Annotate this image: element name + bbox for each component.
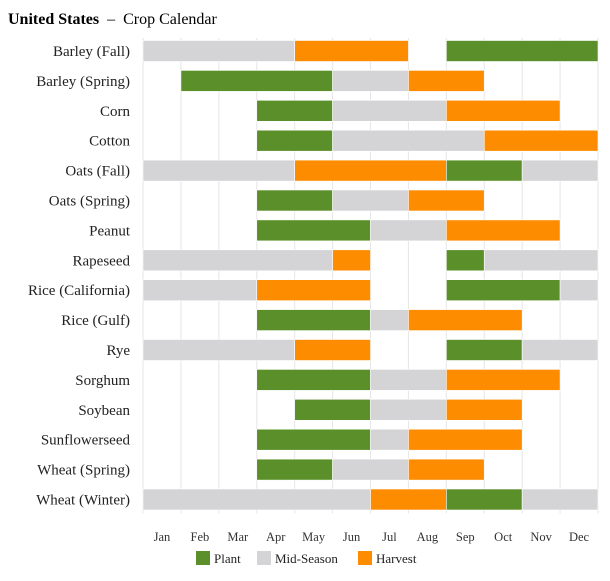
legend-swatch-plant (196, 551, 210, 565)
month-label: Feb (191, 530, 210, 544)
bar-segment-mid (332, 70, 409, 92)
bar-segment-harvest (332, 249, 371, 272)
crop-label: Rapeseed (73, 253, 131, 269)
crop-label: Wheat (Spring) (37, 463, 130, 479)
month-label: Dec (569, 530, 590, 544)
bar-segment-plant (446, 159, 523, 182)
bar-segment-harvest (408, 458, 485, 481)
legend-swatch-harvest (358, 551, 372, 565)
crop-label: Soybean (78, 403, 130, 419)
bar-segment-harvest (294, 159, 447, 182)
month-label: Jun (343, 530, 361, 544)
bar-segment-harvest (408, 309, 523, 331)
chart-title-country: United States (8, 11, 99, 28)
bar-segment-harvest (483, 129, 599, 152)
month-label: Oct (494, 530, 513, 544)
bar-segment-mid (483, 249, 599, 272)
month-label: Mar (227, 530, 249, 544)
chart-title-rest: Crop Calendar (123, 11, 217, 28)
bar-segment-plant (256, 100, 333, 122)
bar-segment-mid (142, 159, 295, 182)
bar-segment-plant (446, 40, 599, 62)
bar-segment-mid (332, 189, 409, 212)
bar-segment-mid (521, 159, 599, 182)
bar-segment-harvest (408, 189, 485, 212)
crop-labels: Barley (Fall) Barley (Spring) Corn Cotton Oa… (28, 44, 131, 509)
chart-title-separator: – (106, 11, 116, 28)
bar-segment-plant (294, 398, 371, 421)
chart-title: United States – Crop Calendar (8, 11, 218, 28)
bar-segment-mid (332, 458, 409, 481)
legend-swatch-mid (257, 551, 271, 565)
bar-segment-plant (256, 369, 371, 391)
bar-segment-plant (446, 279, 561, 302)
bar-segment-mid (559, 279, 599, 302)
month-label: Jul (382, 530, 397, 544)
bar-segment-mid (370, 219, 447, 242)
bar-segment-plant (256, 428, 371, 451)
bar-segment-mid (521, 339, 599, 361)
bar-segment-mid (142, 279, 258, 302)
month-label: Apr (266, 530, 286, 544)
bar-segment-plant (256, 458, 333, 481)
bar-segment-harvest (446, 398, 523, 421)
month-label: Jan (154, 530, 171, 544)
bar-segment-mid (332, 100, 447, 122)
bar-segment-harvest (408, 428, 523, 451)
bar-segment-harvest (446, 219, 561, 242)
legend: Plant Mid-Season Harvest (196, 551, 417, 566)
bar-segment-mid (370, 309, 409, 331)
crop-label: Oats (Fall) (65, 164, 130, 180)
bar-segment-harvest (294, 40, 409, 62)
bar-segment-mid (142, 40, 295, 62)
crop-label: Oats (Spring) (49, 194, 130, 210)
crop-label: Rye (106, 343, 130, 359)
bar-segment-plant (256, 189, 333, 212)
crop-label: Peanut (89, 223, 131, 239)
bar-segment-harvest (370, 488, 447, 511)
month-labels: Jan Feb Mar Apr May Jun Jul Aug Sep Oct Nov Dec (154, 530, 590, 544)
month-label: Sep (456, 530, 475, 544)
crop-label: Barley (Fall) (53, 44, 130, 60)
crop-label: Rice (Gulf) (61, 313, 130, 329)
bar-segment-plant (256, 309, 371, 331)
bar-segment-mid (142, 339, 295, 361)
bar-segment-mid (142, 488, 371, 511)
month-label: Aug (417, 530, 439, 544)
bar-segment-mid (370, 369, 447, 391)
bar-segment-mid (521, 488, 599, 511)
bar-segment-harvest (408, 70, 485, 92)
bar-segment-mid (370, 398, 447, 421)
bar-segment-plant (446, 488, 523, 511)
crop-label: Cotton (89, 134, 130, 150)
bar-segment-harvest (446, 100, 561, 122)
crop-label: Corn (100, 104, 131, 120)
bar-segment-plant (446, 249, 485, 272)
crop-label: Sorghum (75, 373, 130, 389)
bar-segment-harvest (446, 369, 561, 391)
legend-label-mid: Mid-Season (275, 551, 338, 566)
bars (142, 40, 599, 511)
crop-label: Wheat (Winter) (36, 493, 130, 509)
bar-segment-plant (256, 219, 371, 242)
legend-label-plant: Plant (214, 551, 241, 566)
month-label: Nov (530, 530, 552, 544)
bar-segment-mid (142, 249, 333, 272)
bar-segment-mid (332, 129, 485, 152)
month-label: May (302, 530, 326, 544)
bar-segment-plant (180, 70, 333, 92)
bar-segment-plant (446, 339, 523, 361)
crop-label: Rice (California) (28, 283, 130, 299)
bar-segment-harvest (256, 279, 371, 302)
bar-segment-harvest (294, 339, 371, 361)
bar-segment-mid (370, 428, 409, 451)
crop-label: Sunflowerseed (41, 433, 131, 449)
bar-segment-plant (256, 129, 333, 152)
legend-label-harvest: Harvest (376, 551, 417, 566)
crop-label: Barley (Spring) (36, 74, 130, 90)
